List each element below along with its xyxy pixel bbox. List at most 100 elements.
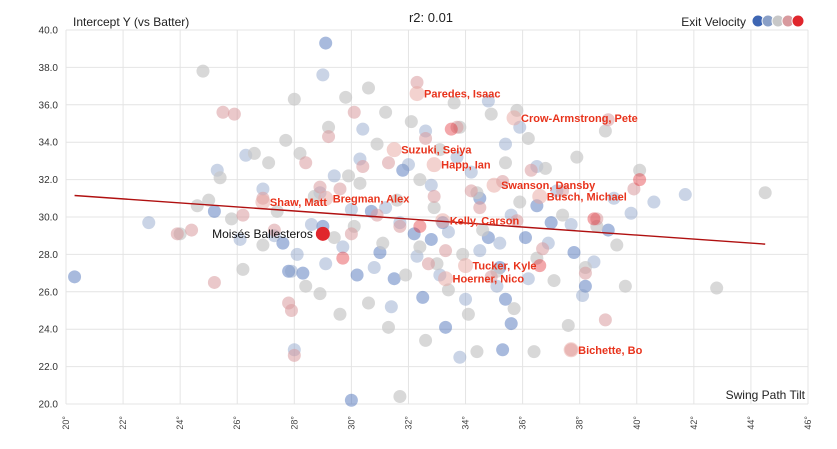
- data-point-blue[interactable]: [387, 272, 401, 286]
- data-point-pink[interactable]: [381, 156, 395, 170]
- data-point-lightblue[interactable]: [450, 150, 464, 164]
- data-point-lightblue[interactable]: [576, 289, 590, 303]
- data-point-gray[interactable]: [530, 251, 544, 265]
- data-point-gray[interactable]: [447, 96, 461, 110]
- labeled-data-point[interactable]: [426, 157, 442, 173]
- data-point-gray[interactable]: [376, 236, 390, 250]
- data-point-gray[interactable]: [362, 296, 376, 310]
- data-point-lightblue[interactable]: [441, 225, 455, 239]
- data-point-blue[interactable]: [344, 393, 358, 407]
- data-point-gray[interactable]: [270, 204, 284, 218]
- data-point-gray[interactable]: [427, 201, 441, 215]
- data-point-pink[interactable]: [556, 184, 570, 198]
- data-point-gray[interactable]: [618, 279, 632, 293]
- data-point-lightblue[interactable]: [284, 264, 298, 278]
- data-point-gray[interactable]: [381, 320, 395, 334]
- data-point-pink[interactable]: [590, 212, 604, 226]
- data-point-lightblue[interactable]: [384, 300, 398, 314]
- data-point-pink[interactable]: [333, 182, 347, 196]
- data-point-gray[interactable]: [196, 64, 210, 78]
- data-point-gray[interactable]: [339, 90, 353, 104]
- data-point-red[interactable]: [533, 259, 547, 273]
- data-point-gray[interactable]: [710, 281, 724, 295]
- highlight-point[interactable]: [315, 226, 330, 241]
- data-point-gray[interactable]: [456, 247, 470, 261]
- labeled-data-point[interactable]: [318, 190, 334, 206]
- data-point-lightblue[interactable]: [367, 260, 381, 274]
- data-point-gray[interactable]: [370, 137, 384, 151]
- data-point-lightblue[interactable]: [142, 216, 156, 230]
- data-point-lightblue[interactable]: [521, 272, 535, 286]
- data-point-pink[interactable]: [207, 275, 221, 289]
- data-point-pink[interactable]: [347, 105, 361, 119]
- data-point-blue[interactable]: [518, 231, 532, 245]
- data-point-pink[interactable]: [299, 156, 313, 170]
- data-point-gray[interactable]: [633, 163, 647, 177]
- data-point-pink[interactable]: [282, 296, 296, 310]
- data-point-blue[interactable]: [496, 343, 510, 357]
- data-point-lightblue[interactable]: [401, 158, 415, 172]
- labeled-data-point[interactable]: [409, 86, 425, 102]
- data-point-gray[interactable]: [379, 105, 393, 119]
- data-point-lightblue[interactable]: [424, 178, 438, 192]
- data-point-gray[interactable]: [598, 124, 612, 138]
- data-point-lightblue[interactable]: [233, 232, 247, 246]
- data-point-gray[interactable]: [538, 161, 552, 175]
- data-point-gray[interactable]: [299, 279, 313, 293]
- data-point-gray[interactable]: [513, 195, 527, 209]
- data-point-blue[interactable]: [498, 292, 512, 306]
- data-point-pink[interactable]: [410, 75, 424, 89]
- data-point-lightblue[interactable]: [481, 94, 495, 108]
- data-point-blue[interactable]: [504, 317, 518, 331]
- data-points[interactable]: [68, 36, 772, 407]
- data-point-gray[interactable]: [413, 240, 427, 254]
- data-point-gray[interactable]: [484, 107, 498, 121]
- data-point-lightblue[interactable]: [473, 244, 487, 258]
- data-point-blue[interactable]: [567, 246, 581, 260]
- data-point-gray[interactable]: [393, 390, 407, 404]
- data-point-pink[interactable]: [578, 266, 592, 280]
- data-point-pink[interactable]: [322, 130, 336, 144]
- data-point-pink[interactable]: [627, 182, 641, 196]
- labeled-data-point[interactable]: [255, 194, 271, 210]
- data-point-lightblue[interactable]: [319, 257, 333, 271]
- data-point-gray[interactable]: [247, 146, 261, 160]
- data-point-pink[interactable]: [419, 131, 433, 145]
- data-point-blue[interactable]: [276, 236, 290, 250]
- data-point-gray[interactable]: [287, 92, 301, 106]
- data-point-blue[interactable]: [282, 264, 296, 278]
- labeled-data-point[interactable]: [458, 258, 474, 274]
- data-point-lightblue[interactable]: [327, 169, 341, 183]
- data-point-lightblue[interactable]: [336, 240, 350, 254]
- data-point-lightblue[interactable]: [498, 137, 512, 151]
- data-point-gray[interactable]: [390, 193, 404, 207]
- data-point-blue[interactable]: [407, 227, 421, 241]
- data-point-pink[interactable]: [421, 257, 435, 271]
- data-point-pink[interactable]: [227, 107, 241, 121]
- data-point-lightblue[interactable]: [493, 236, 507, 250]
- data-point-pink[interactable]: [216, 105, 230, 119]
- data-point-blue[interactable]: [439, 320, 453, 334]
- data-point-lightblue[interactable]: [316, 68, 330, 82]
- data-point-gray[interactable]: [570, 150, 584, 164]
- data-point-lightblue[interactable]: [344, 203, 358, 217]
- data-point-blue[interactable]: [319, 36, 333, 50]
- data-point-blue[interactable]: [416, 290, 430, 304]
- labeled-data-point[interactable]: [386, 142, 402, 158]
- data-point-pink[interactable]: [484, 270, 498, 284]
- data-point-pink[interactable]: [356, 160, 370, 174]
- data-point-gray[interactable]: [404, 115, 418, 129]
- data-point-pink[interactable]: [267, 223, 281, 237]
- data-point-gray[interactable]: [333, 307, 347, 321]
- data-point-gray[interactable]: [213, 171, 227, 185]
- data-point-gray[interactable]: [758, 186, 772, 200]
- data-point-gray[interactable]: [362, 81, 376, 95]
- data-point-gray[interactable]: [190, 199, 204, 213]
- data-point-gray[interactable]: [433, 143, 447, 157]
- data-point-lightblue[interactable]: [304, 217, 318, 231]
- data-point-gray[interactable]: [279, 133, 293, 147]
- data-point-lightblue[interactable]: [678, 188, 692, 202]
- data-point-red[interactable]: [336, 251, 350, 265]
- data-point-gray[interactable]: [561, 318, 575, 332]
- data-point-lightblue[interactable]: [607, 191, 621, 205]
